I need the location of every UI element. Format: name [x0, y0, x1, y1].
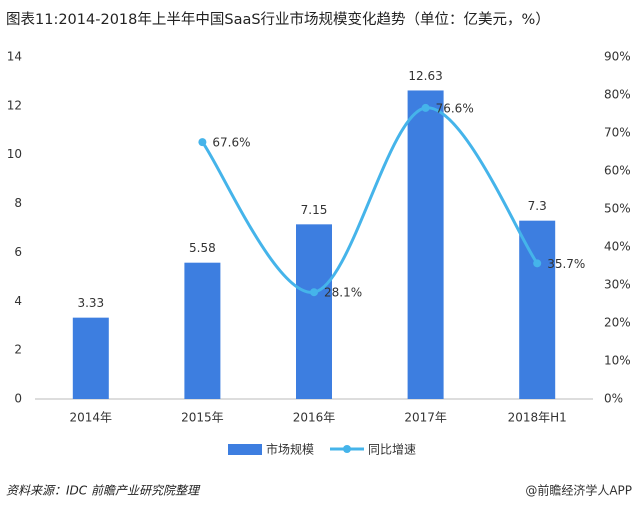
data-label: 28.1%: [324, 286, 362, 300]
y2-tick-label: 80%: [604, 88, 631, 102]
x-tick-label: 2017年: [404, 411, 447, 425]
y-tick-label: 14: [7, 50, 22, 64]
line: [201, 106, 539, 294]
data-label: 3.33: [77, 296, 104, 310]
legend-label: 市场规模: [266, 442, 314, 457]
x-tick-label: 2018年H1: [508, 411, 567, 425]
bar: [296, 224, 332, 399]
y-tick-label: 4: [14, 294, 22, 308]
x-tick-label: 2014年: [70, 411, 113, 425]
y-tick-label: 0: [14, 392, 22, 406]
credit: @前瞻经济学人APP: [525, 483, 632, 498]
legend-swatch: [228, 444, 262, 455]
y2-tick-label: 70%: [604, 126, 631, 140]
y2-tick-label: 50%: [604, 202, 631, 216]
y2-tick-label: 20%: [604, 316, 631, 330]
data-label: 7.3: [528, 199, 547, 213]
line-point: [310, 288, 318, 297]
y2-tick-label: 0%: [604, 392, 623, 406]
source: 资料来源：IDC 前瞻产业研究院整理: [6, 484, 201, 498]
x-tick-label: 2015年: [181, 411, 224, 425]
data-label: 76.6%: [436, 101, 474, 115]
y-tick-label: 6: [14, 245, 22, 259]
legend-label: 同比增速: [368, 443, 416, 457]
y-tick-label: 2: [14, 343, 22, 357]
line-point: [533, 259, 542, 268]
y2-tick-label: 30%: [604, 278, 631, 292]
y2-tick-label: 40%: [604, 240, 631, 254]
data-label: 67.6%: [212, 136, 250, 150]
data-label: 7.15: [301, 203, 328, 217]
bar: [184, 262, 221, 399]
y-tick-label: 12: [7, 98, 22, 112]
y2-tick-label: 60%: [604, 164, 631, 178]
x-tick-label: 2016年: [293, 411, 336, 425]
legend-swatch: [343, 445, 351, 453]
bar: [519, 220, 556, 399]
y2-tick-label: 10%: [604, 354, 631, 368]
y-tick-label: 10: [7, 147, 22, 161]
bar: [407, 90, 444, 400]
data-label: 35.7%: [547, 257, 585, 271]
line-point: [198, 138, 207, 147]
data-label: 12.63: [408, 69, 442, 83]
line-point: [421, 103, 430, 112]
data-label: 5.58: [189, 241, 216, 255]
bar: [72, 317, 109, 399]
y-tick-label: 8: [14, 196, 22, 210]
chart-title: 图表11:2014-2018年上半年中国SaaS行业市场规模变化趋势（单位：亿美…: [6, 11, 550, 28]
y2-tick-label: 90%: [604, 50, 631, 64]
